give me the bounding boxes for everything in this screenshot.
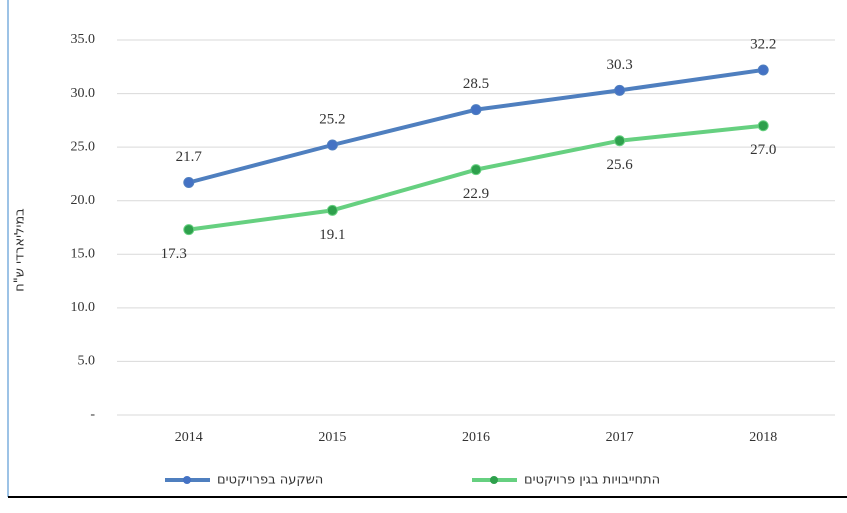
data-point [614,135,626,147]
series-line [188,123,764,232]
legend-label: השקעה בפרויקטים [217,473,323,488]
y-tick-label: 15.0 [71,247,96,262]
data-label: 25.2 [319,111,345,127]
x-tick-label: 2017 [606,430,634,445]
data-point [470,164,482,176]
legend-marker [183,476,191,484]
data-label: 21.7 [176,149,203,165]
y-tick-label: 5.0 [78,354,96,369]
y-tick-label: 25.0 [71,139,96,154]
y-tick-label: 20.0 [71,193,96,208]
x-tick-label: 2014 [175,430,203,445]
x-tick-label: 2016 [462,430,490,445]
data-label: 30.3 [606,57,632,73]
y-tick-label: - [90,407,95,422]
y-tick-label: 10.0 [71,300,96,315]
data-point [326,139,338,151]
data-label: 32.2 [750,36,776,52]
data-point [470,104,482,116]
data-point [183,224,195,236]
data-label: 17.3 [161,246,187,262]
y-tick-label: 35.0 [71,32,96,47]
y-axis-label: במיליארדי ש"ח [13,208,28,291]
x-tick-label: 2018 [749,430,777,445]
data-point [326,204,338,216]
legend-marker [490,476,498,484]
data-label: 28.5 [463,76,489,92]
data-point [757,120,769,132]
data-label: 19.1 [319,227,345,243]
legend-label: התחייבויות בגין פרויקטים [524,473,660,488]
data-point [757,64,769,76]
data-label: 22.9 [463,186,489,202]
data-point [183,177,195,188]
data-label: 27.0 [750,142,776,158]
data-point [614,84,626,96]
y-tick-label: 30.0 [71,86,96,101]
data-label: 25.6 [606,157,633,173]
x-tick-label: 2015 [318,430,346,445]
